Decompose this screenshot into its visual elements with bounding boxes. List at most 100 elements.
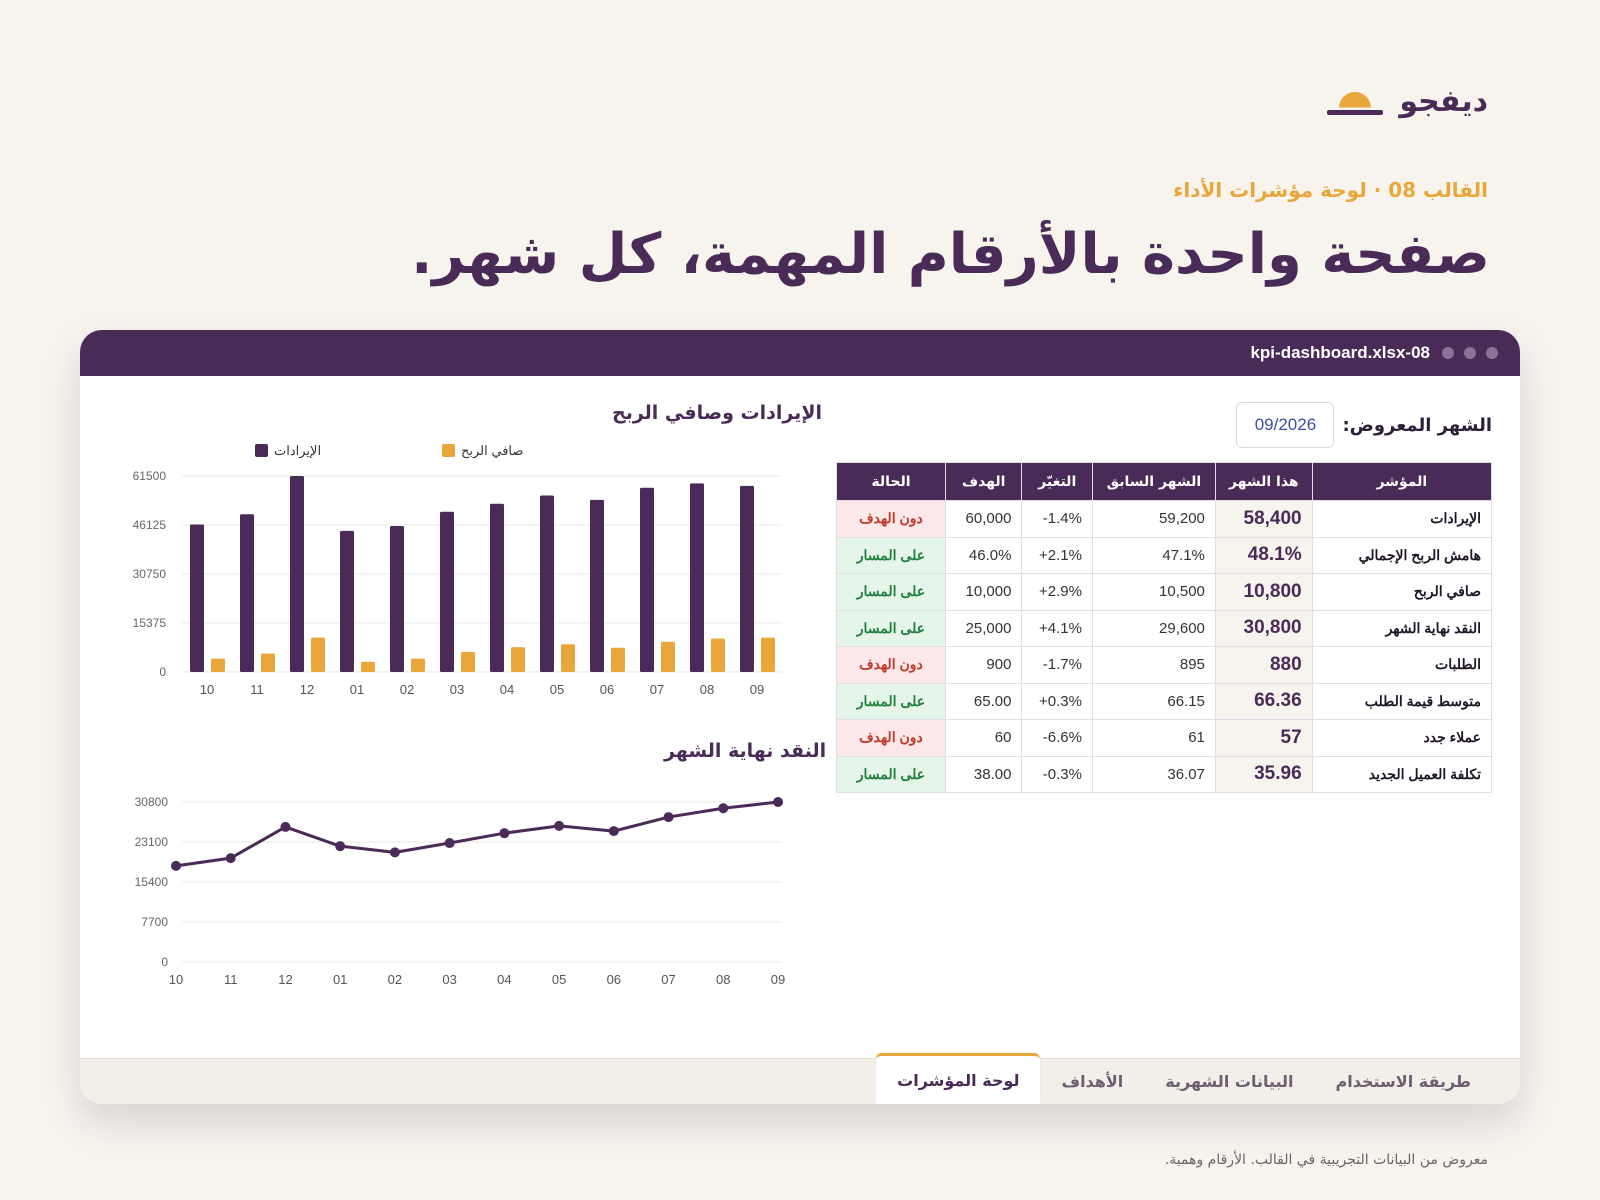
table-header-cell: الشهر السابق: [1091, 462, 1216, 501]
window-dot-icon[interactable]: [1442, 347, 1454, 359]
table-cell[interactable]: -1.4%: [1021, 500, 1093, 538]
x-tick-label: 07: [650, 682, 664, 697]
x-tick-label: 10: [200, 682, 214, 697]
cash-point: [444, 838, 455, 849]
table-header-cell: التغيّر: [1021, 462, 1093, 501]
table-cell[interactable]: 66.15: [1091, 682, 1216, 720]
revenue-bar: [390, 526, 404, 672]
profit-bar: [561, 644, 575, 672]
table-cell[interactable]: 29,600: [1091, 609, 1216, 647]
table-header-cell: المؤشر: [1311, 462, 1493, 501]
table-cell[interactable]: 60: [944, 719, 1023, 757]
x-tick-label: 01: [333, 972, 347, 987]
current-value-cell[interactable]: 66.36: [1214, 682, 1313, 720]
sheet-tab[interactable]: الأهداف: [1061, 1072, 1124, 1091]
indicator-cell[interactable]: تكلفة العميل الجديد: [1311, 755, 1493, 793]
y-tick-label: 23100: [135, 835, 169, 849]
template-eyebrow: القالب 08 · لوحة مؤشرات الأداء: [1173, 178, 1488, 202]
current-value-cell[interactable]: 10,800: [1214, 573, 1313, 611]
table-cell[interactable]: 10,500: [1091, 573, 1216, 611]
table-cell[interactable]: 46.0%: [944, 536, 1023, 574]
table-cell[interactable]: 10,000: [944, 573, 1023, 611]
table-cell[interactable]: -1.7%: [1021, 646, 1093, 684]
month-input[interactable]: [1236, 402, 1335, 448]
legend-label: صافي الربح: [461, 443, 523, 459]
table-cell[interactable]: +0.3%: [1021, 682, 1093, 720]
profit-bar: [311, 637, 325, 672]
table-row[interactable]: النقد نهاية الشهر 30,800 29,600 +4.1% 25,000…: [836, 609, 1493, 647]
status-badge[interactable]: على المسار: [836, 536, 946, 574]
indicator-cell[interactable]: هامش الربح الإجمالي: [1311, 536, 1493, 574]
profit-bar: [411, 658, 425, 672]
revenue-chart-title: الإيرادات وصافي الربح: [612, 402, 822, 424]
kpi-table-header: المؤشر هذا الشهر الشهر السابق التغيّر الهدف ا…: [836, 462, 1493, 501]
table-cell[interactable]: -0.3%: [1021, 755, 1093, 793]
indicator-cell[interactable]: النقد نهاية الشهر: [1311, 609, 1493, 647]
sheet-tab[interactable]: لوحة المؤشرات: [876, 1053, 1041, 1104]
table-cell[interactable]: 38.00: [944, 755, 1023, 793]
revenue-bar: [340, 530, 354, 672]
table-cell[interactable]: +2.1%: [1021, 536, 1093, 574]
table-row[interactable]: تكلفة العميل الجديد 35.96 36.07 -0.3% 38.00 ع…: [836, 755, 1493, 793]
table-cell[interactable]: 60,000: [944, 500, 1023, 538]
kpi-table: المؤشر هذا الشهر الشهر السابق التغيّر الهدف ا…: [836, 462, 1493, 793]
sheet-tab[interactable]: طريقة الاستخدام: [1335, 1072, 1471, 1091]
status-badge[interactable]: على المسار: [836, 609, 946, 647]
profit-bar: [711, 638, 725, 672]
status-badge[interactable]: على المسار: [836, 573, 946, 611]
y-tick-label: 30750: [133, 567, 167, 581]
revenue-bar: [440, 511, 454, 672]
cash-series-line: [175, 800, 779, 868]
x-tick-label: 08: [716, 972, 730, 987]
legend-swatch: [255, 444, 268, 457]
current-value-cell[interactable]: 35.96: [1214, 755, 1313, 793]
current-value-cell[interactable]: 58,400: [1214, 500, 1313, 538]
x-tick-label: 05: [552, 972, 566, 987]
status-badge[interactable]: دون الهدف: [836, 646, 946, 684]
indicator-cell[interactable]: صافي الربح: [1311, 573, 1493, 611]
table-cell[interactable]: -6.6%: [1021, 719, 1093, 757]
sheet-tabbar: طريقة الاستخدام البيانات الشهرية الأهداف لو…: [80, 1053, 1520, 1104]
current-value-cell[interactable]: 57: [1214, 719, 1313, 757]
indicator-cell[interactable]: الطلبات: [1311, 646, 1493, 684]
indicator-cell[interactable]: متوسط قيمة الطلب: [1311, 682, 1493, 720]
revenue-bar: [490, 503, 504, 672]
table-cell[interactable]: 895: [1091, 646, 1216, 684]
window-dot-icon[interactable]: [1486, 347, 1498, 359]
status-badge[interactable]: على المسار: [836, 755, 946, 793]
indicator-cell[interactable]: الإيرادات: [1311, 500, 1493, 538]
x-tick-label: 02: [400, 682, 414, 697]
revenue-profit-bar-chart: 0 15375 30750 46125 61500 10 11 12 01 02 03 04 05 06 0…: [133, 443, 782, 697]
cash-point: [335, 841, 346, 852]
table-cell[interactable]: +4.1%: [1021, 609, 1093, 647]
profit-bar: [461, 651, 475, 672]
table-cell[interactable]: 25,000: [944, 609, 1023, 647]
table-cell[interactable]: 900: [944, 646, 1023, 684]
table-row[interactable]: الإيرادات 58,400 59,200 -1.4% 60,000 دون الهد…: [836, 500, 1493, 538]
page-headline: صفحة واحدة بالأرقام المهمة، كل شهر.: [411, 222, 1490, 287]
table-cell[interactable]: 61: [1091, 719, 1216, 757]
revenue-bar: [640, 487, 654, 672]
table-row[interactable]: متوسط قيمة الطلب 66.36 66.15 +0.3% 65.00 على …: [836, 682, 1493, 720]
profit-bar: [261, 653, 275, 672]
table-cell[interactable]: 65.00: [944, 682, 1023, 720]
current-value-cell[interactable]: 30,800: [1214, 609, 1313, 647]
status-badge[interactable]: على المسار: [836, 682, 946, 720]
table-row[interactable]: صافي الربح 10,800 10,500 +2.9% 10,000 على الم…: [836, 573, 1493, 611]
table-row[interactable]: عملاء جدد 57 61 -6.6% 60 دون الهدف: [836, 719, 1493, 757]
table-cell[interactable]: 47.1%: [1091, 536, 1216, 574]
table-cell[interactable]: 59,200: [1091, 500, 1216, 538]
footnote: معروض من البيانات التجريبية في القالب. ا…: [1164, 1152, 1488, 1168]
revenue-bar: [740, 485, 754, 672]
table-row[interactable]: الطلبات 880 895 -1.7% 900 دون الهدف: [836, 646, 1493, 684]
table-cell[interactable]: 36.07: [1091, 755, 1216, 793]
status-badge[interactable]: دون الهدف: [836, 719, 946, 757]
table-row[interactable]: هامش الربح الإجمالي 48.1% 47.1% +2.1% 46.0% ع…: [836, 536, 1493, 574]
current-value-cell[interactable]: 880: [1214, 646, 1313, 684]
table-cell[interactable]: +2.9%: [1021, 573, 1093, 611]
sheet-tab[interactable]: البيانات الشهرية: [1165, 1072, 1294, 1091]
window-dot-icon[interactable]: [1464, 347, 1476, 359]
indicator-cell[interactable]: عملاء جدد: [1311, 719, 1493, 757]
status-badge[interactable]: دون الهدف: [836, 500, 946, 538]
current-value-cell[interactable]: 48.1%: [1214, 536, 1313, 574]
